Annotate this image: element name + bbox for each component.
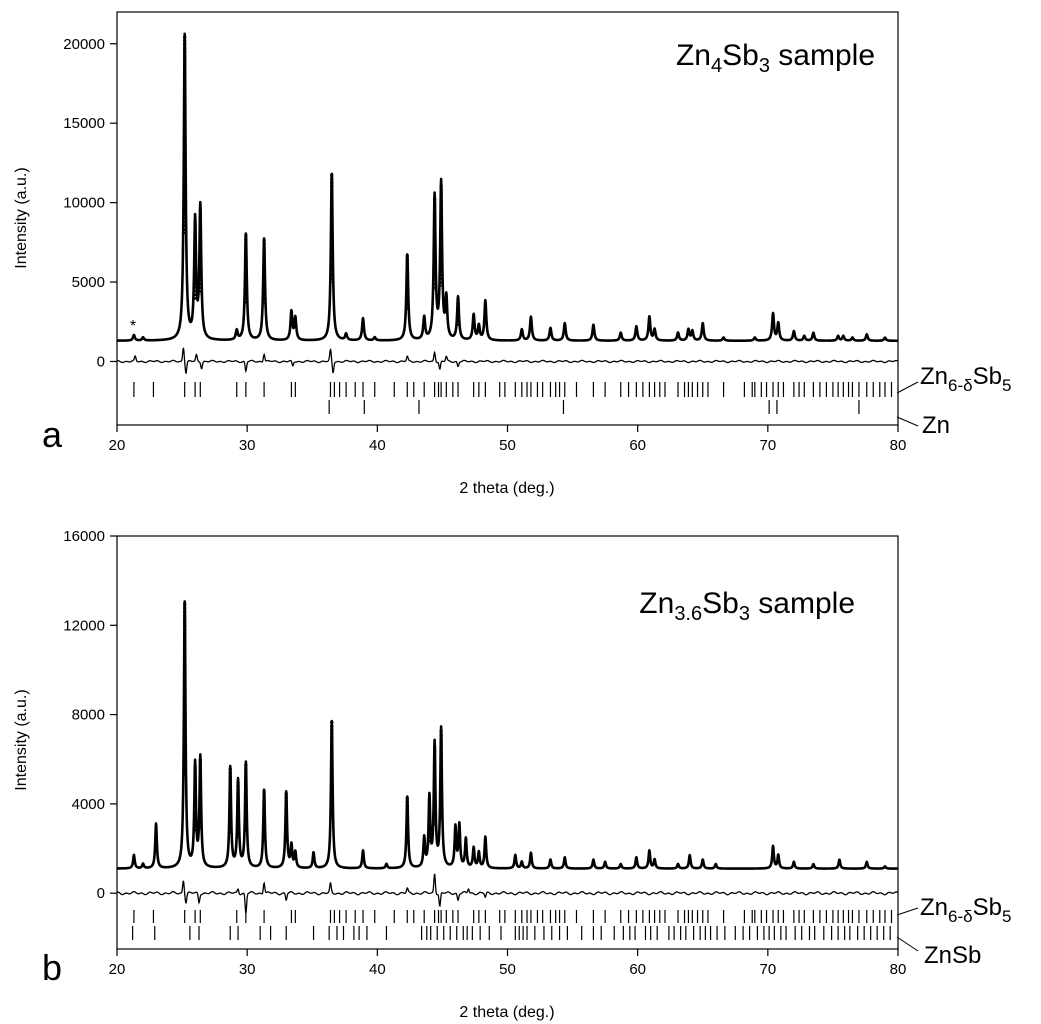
plot-frame [116, 11, 899, 426]
difference-curve-layer [116, 347, 899, 375]
phase-label-zn: Zn [922, 412, 950, 439]
panel-letter-a: a [42, 414, 63, 455]
panel-letter-b: b [42, 947, 62, 988]
y-axis-label: Intensity (a.u.) [13, 689, 30, 790]
x-tick-label: 30 [239, 961, 256, 978]
phase-label-zn6sb5: Zn6-δSb5 [920, 894, 1011, 926]
y-tick-label: 0 [97, 885, 105, 902]
y-axis-label: Intensity (a.u.) [13, 167, 30, 268]
y-tick-label: 16000 [63, 528, 105, 545]
y-tick-label: 15000 [63, 115, 105, 132]
phase-leader-zn [896, 416, 919, 427]
sample-label: Zn3.6Sb3 sample [639, 587, 855, 625]
axis-ticks-layer: 20 30 40 50 60 70 80 0 4000 8000 12000 16000 [63, 528, 906, 978]
phase-leader-znsb [896, 936, 919, 952]
x-tick-label: 60 [629, 961, 646, 978]
sample-label: Zn4Sb3 sample [676, 39, 875, 77]
x-tick-label: 50 [499, 961, 516, 978]
reflection-ticks-layer [132, 910, 893, 940]
reflection-ticks-layer [133, 382, 893, 414]
difference-curve [116, 347, 899, 375]
impurity-asterisk: * [130, 318, 136, 335]
x-tick-label: 40 [369, 961, 386, 978]
y-tick-label: 5000 [72, 274, 105, 291]
observed-pattern-line [115, 600, 900, 870]
observed-pattern-line [115, 32, 900, 343]
x-tick-label: 40 [369, 437, 386, 454]
x-axis-label: 2 theta (deg.) [459, 480, 554, 497]
difference-curve-layer [116, 873, 899, 914]
x-tick-label: 60 [629, 437, 646, 454]
observed-pattern-layer [115, 32, 900, 343]
y-tick-label: 20000 [63, 36, 105, 53]
phase-leader-zn6sb5 [896, 381, 919, 394]
y-tick-label: 8000 [72, 707, 105, 724]
phase-label-znsb: ZnSb [924, 942, 981, 969]
x-tick-label: 80 [890, 437, 907, 454]
x-tick-label: 50 [499, 437, 516, 454]
x-tick-label: 30 [239, 437, 256, 454]
y-tick-label: 0 [97, 353, 105, 370]
y-tick-label: 10000 [63, 195, 105, 212]
phase-label-zn6sb5: Zn6-δSb5 [920, 363, 1011, 395]
phase-leader-zn6sb5 [896, 907, 919, 916]
y-tick-label: 4000 [72, 796, 105, 813]
x-tick-label: 70 [759, 961, 776, 978]
x-tick-label: 20 [109, 437, 126, 454]
panel-b: 20 30 40 50 60 70 80 0 4000 8000 12000 16000 Zn3.6S… [13, 528, 1011, 1021]
y-tick-label: 12000 [63, 617, 105, 634]
x-tick-label: 80 [890, 961, 907, 978]
difference-curve [116, 873, 899, 914]
x-tick-label: 20 [109, 961, 126, 978]
axis-ticks-layer: 20 30 40 50 60 70 80 0 5000 10000 15000 20000 [63, 36, 906, 454]
x-axis-label: 2 theta (deg.) [459, 1004, 554, 1021]
observed-pattern-layer [115, 600, 900, 870]
panel-a: 20 30 40 50 60 70 80 0 5000 10000 15000 20000 Zn4Sb… [13, 11, 1011, 497]
x-tick-label: 70 [759, 437, 776, 454]
